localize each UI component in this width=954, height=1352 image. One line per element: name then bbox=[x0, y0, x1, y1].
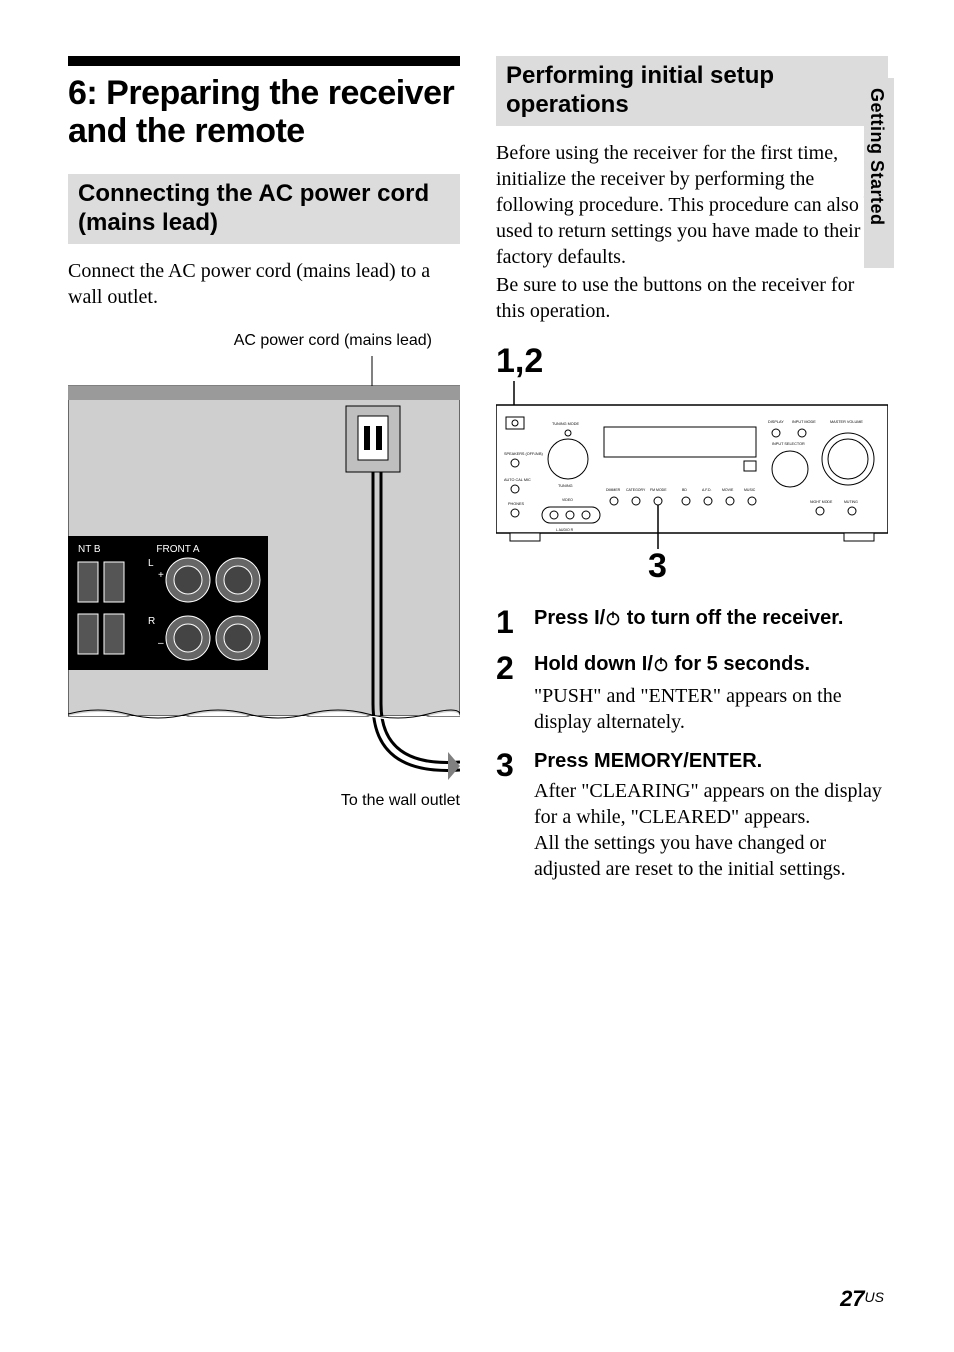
power-icon bbox=[653, 654, 669, 679]
two-column-layout: 6: Preparing the receiver and the remote… bbox=[68, 56, 894, 896]
svg-text:L AUDIO R: L AUDIO R bbox=[556, 528, 574, 532]
svg-text:PHONES: PHONES bbox=[508, 502, 525, 506]
fig1-caption-top: AC power cord (mains lead) bbox=[68, 332, 460, 350]
svg-text:MASTER VOLUME: MASTER VOLUME bbox=[830, 420, 863, 424]
svg-text:INPUT MODE: INPUT MODE bbox=[792, 420, 816, 424]
step-2-title: Hold down I/ for 5 seconds. bbox=[534, 652, 888, 679]
body-initial-2: Be sure to use the buttons on the receiv… bbox=[496, 272, 888, 324]
label-plus: + bbox=[158, 570, 164, 581]
svg-text:VIDEO: VIDEO bbox=[562, 498, 573, 502]
svg-text:MOVIE: MOVIE bbox=[722, 488, 734, 492]
heading-rule bbox=[68, 56, 460, 66]
label-front-a: FRONT A bbox=[156, 544, 199, 555]
manual-page: Getting Started 6: Preparing the receive… bbox=[0, 0, 954, 1352]
step-num-3: 3 bbox=[496, 749, 520, 781]
step-2: 2 Hold down I/ for 5 seconds. "PUSH" and… bbox=[496, 652, 888, 735]
left-column: 6: Preparing the receiver and the remote… bbox=[68, 56, 460, 896]
power-icon bbox=[605, 608, 621, 633]
svg-text:FM MODE: FM MODE bbox=[650, 488, 667, 492]
section-tab: Getting Started bbox=[864, 78, 894, 268]
subhead-box: Connecting the AC power cord (mains lead… bbox=[68, 174, 460, 244]
subhead-connecting: Connecting the AC power cord (mains lead… bbox=[78, 180, 450, 238]
step-3: 3 Press MEMORY/ENTER. After "CLEARING" a… bbox=[496, 749, 888, 882]
step-num-2: 2 bbox=[496, 652, 520, 684]
svg-text:TUNING: TUNING bbox=[558, 484, 573, 488]
step-1: 1 Press I/ to turn off the receiver. bbox=[496, 606, 888, 638]
callout-3: 3 bbox=[648, 547, 667, 581]
label-nt-b: NT B bbox=[78, 544, 101, 555]
subhead-box-right: Performing initial setup operations bbox=[496, 56, 888, 126]
step-3-text: After "CLEARING" appears on the display … bbox=[534, 778, 888, 882]
svg-text:INPUT SELECTOR: INPUT SELECTOR bbox=[772, 442, 805, 446]
step-3-title: Press MEMORY/ENTER. bbox=[534, 749, 888, 774]
svg-text:DISPLAY: DISPLAY bbox=[768, 420, 784, 424]
subhead-initial-setup: Performing initial setup operations bbox=[506, 62, 878, 120]
page-footer: 27US bbox=[840, 1286, 884, 1312]
svg-text:BD: BD bbox=[682, 488, 687, 492]
svg-text:DIMMER: DIMMER bbox=[606, 488, 621, 492]
page-region: US bbox=[865, 1289, 884, 1305]
label-r: R bbox=[148, 616, 155, 627]
section-tab-label: Getting Started bbox=[866, 88, 887, 226]
step-2-text: "PUSH" and "ENTER" appears on the displa… bbox=[534, 683, 888, 735]
svg-text:SPEAKERS (OFF/A/B): SPEAKERS (OFF/A/B) bbox=[504, 452, 544, 456]
page-number: 27 bbox=[840, 1286, 864, 1311]
page-title: 6: Preparing the receiver and the remote bbox=[68, 74, 460, 150]
svg-text:MUSIC: MUSIC bbox=[744, 488, 756, 492]
svg-text:NIGHT MODE: NIGHT MODE bbox=[810, 500, 833, 504]
steps-list: 1 Press I/ to turn off the receiver. 2 H… bbox=[496, 606, 888, 882]
front-panel-svg: SPEAKERS (OFF/A/B) AUTO CAL MIC PHONES T… bbox=[496, 381, 888, 581]
right-column: Performing initial setup operations Befo… bbox=[496, 56, 888, 896]
fig1-caption-bottom: To the wall outlet bbox=[68, 792, 460, 810]
svg-text:A.F.D.: A.F.D. bbox=[702, 488, 712, 492]
body-initial-1: Before using the receiver for the first … bbox=[496, 140, 888, 270]
svg-text:AUTO CAL MIC: AUTO CAL MIC bbox=[504, 478, 531, 482]
step-num-1: 1 bbox=[496, 606, 520, 638]
step-1-title: Press I/ to turn off the receiver. bbox=[534, 606, 888, 633]
figure-ac-cord: FRONT A NT B bbox=[68, 356, 460, 786]
svg-text:TUNING MODE: TUNING MODE bbox=[552, 422, 579, 426]
ac-cord-svg: FRONT A NT B bbox=[68, 356, 460, 786]
label-minus: – bbox=[158, 638, 164, 649]
body-connecting: Connect the AC power cord (mains lead) t… bbox=[68, 258, 460, 310]
callout-1-2: 1,2 bbox=[496, 342, 888, 381]
svg-text:MUTING: MUTING bbox=[844, 500, 858, 504]
label-l: L bbox=[148, 558, 154, 569]
figure-front-panel: SPEAKERS (OFF/A/B) AUTO CAL MIC PHONES T… bbox=[496, 381, 888, 586]
svg-text:CATEGORY: CATEGORY bbox=[626, 488, 646, 492]
